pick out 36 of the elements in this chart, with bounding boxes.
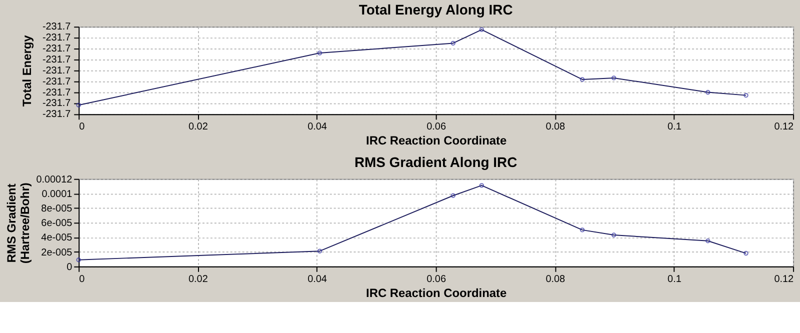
text: -231.7 xyxy=(42,98,72,110)
chart-title: Total Energy Along IRC xyxy=(358,2,513,18)
x-tick-label: 0.02 xyxy=(188,274,208,285)
y-tick-label: 4e-005 xyxy=(41,232,73,244)
chart-title: RMS Gradient Along IRC xyxy=(354,154,518,170)
x-tick-label: 0.12 xyxy=(774,274,794,285)
x-tick-label: 0.06 xyxy=(426,274,446,285)
text: -231.7 xyxy=(42,65,72,76)
y-tick-label: 0 xyxy=(66,262,73,273)
text: -231.7 xyxy=(42,109,72,120)
x-tick-label: 0.04 xyxy=(308,122,328,133)
y-tick-label: 6e-005 xyxy=(41,218,73,230)
x-tick-label: 0.02 xyxy=(188,122,208,133)
y-axis-title: RMS Gradient (Hartree/Bohr) xyxy=(4,182,32,264)
y-tick-label: 8e-005 xyxy=(41,204,73,215)
x-tick-label: 0.04 xyxy=(308,274,328,285)
x-axis-title: IRC Reaction Coordinate xyxy=(366,286,507,300)
x-tick-label: 0.08 xyxy=(546,274,566,285)
text: -231.7 xyxy=(42,32,72,44)
text: -231.7 xyxy=(42,76,72,88)
text: -231.7 xyxy=(42,22,72,33)
x-tick-label: 0 xyxy=(79,122,86,133)
x-tick-label: 0.08 xyxy=(546,122,566,133)
x-tick-label: 0.06 xyxy=(426,122,446,133)
y-tick-label: 2e-005 xyxy=(41,247,73,258)
y-tick-label: 0.00012 xyxy=(36,174,73,186)
x-axis-title: IRC Reaction Coordinate xyxy=(366,134,507,148)
x-tick-label: 0.12 xyxy=(774,122,794,133)
text: -231.7 xyxy=(42,44,72,54)
text: -231.7 xyxy=(42,54,72,66)
text: -231.7 xyxy=(42,87,72,98)
x-tick-label: 0.1 xyxy=(668,274,682,285)
y-tick-label: 0.0001 xyxy=(42,188,73,200)
x-tick-label: 0 xyxy=(79,274,86,285)
x-tick-label: 0.1 xyxy=(668,122,682,133)
y-axis-title: Total Energy xyxy=(20,34,34,107)
